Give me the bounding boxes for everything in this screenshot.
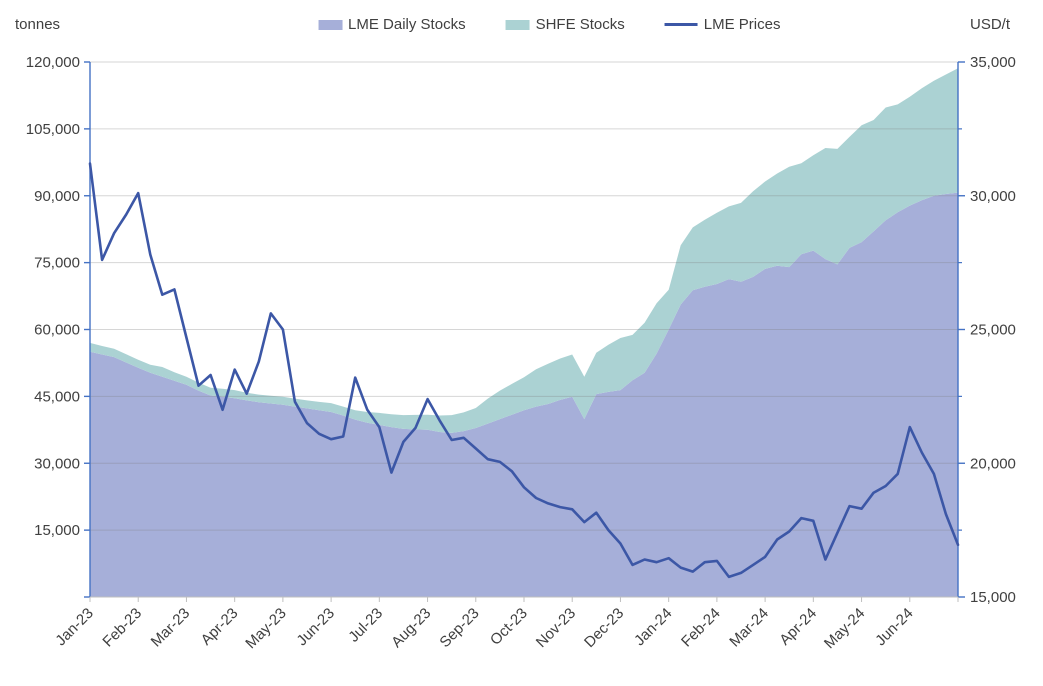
x-axis-tick-label: Aug-23: [388, 605, 434, 651]
x-axis-tick-label: Jan-24: [631, 605, 675, 649]
x-axis-tick-label: Jun-24: [872, 605, 916, 649]
left-axis-tick-label: 105,000: [26, 121, 80, 138]
x-axis-tick-label: Oct-23: [487, 605, 531, 649]
left-axis-tick-label: 90,000: [34, 188, 80, 205]
legend-item-shfe-stocks: SHFE Stocks: [505, 16, 625, 33]
legend-label-lme-prices: LME Prices: [703, 16, 781, 33]
right-axis-tick-label: 25,000: [970, 322, 1016, 339]
x-axis-tick-label: Sep-23: [436, 605, 482, 651]
x-axis-tick-label: Jul-23: [345, 605, 386, 646]
shfe-stocks-swatch-icon: [505, 19, 530, 30]
x-axis-tick-label: Dec-23: [581, 605, 627, 651]
x-axis-tick-label: Apr-23: [198, 605, 242, 649]
legend-item-lme-daily-stocks: LME Daily Stocks: [318, 16, 466, 33]
legend-label-shfe-stocks: SHFE Stocks: [535, 16, 625, 33]
left-axis-tick-label: 15,000: [34, 522, 80, 539]
right-axis-tick-label: 30,000: [970, 188, 1016, 205]
legend: LME Daily Stocks SHFE Stocks LME Prices: [318, 16, 780, 33]
lme-price-line: [88, 162, 960, 579]
left-axis-tick-label: 30,000: [34, 455, 80, 472]
x-axis-tick-label: Jan-23: [52, 605, 96, 649]
right-axis-tick-label: 20,000: [970, 455, 1016, 472]
left-axis-tick-label: 45,000: [34, 388, 80, 405]
lme-daily-stocks-swatch-icon: [318, 19, 343, 30]
x-axis-tick-label: Feb-24: [678, 605, 724, 651]
lme-prices-line-swatch-icon: [664, 23, 698, 26]
right-axis-tick-label: 35,000: [970, 54, 1016, 71]
legend-label-lme-daily-stocks: LME Daily Stocks: [348, 16, 466, 33]
x-axis-tick-label: May-24: [821, 605, 868, 652]
left-axis-tick-label: 60,000: [34, 322, 80, 339]
x-axis-tick-label: Nov-23: [533, 605, 579, 651]
x-axis-tick-label: Feb-23: [99, 605, 145, 651]
right-axis-tick-label: 15,000: [970, 589, 1016, 606]
x-axis-tick-label: Apr-24: [776, 605, 820, 649]
left-axis-tick-label: 75,000: [34, 255, 80, 272]
shfe-stocks-area: [90, 68, 958, 433]
legend-item-lme-prices: LME Prices: [664, 16, 781, 33]
right-axis-unit-label: USD/t: [969, 16, 1010, 33]
x-axis-tick-label: Mar-23: [148, 605, 194, 651]
x-axis-tick-label: Jun-23: [293, 605, 337, 649]
lme-stocks-area: [90, 192, 958, 597]
left-axis-tick-label: 120,000: [26, 54, 80, 71]
x-axis-tick-label: Mar-24: [726, 605, 772, 651]
left-axis-unit-label: tonnes: [15, 16, 61, 33]
x-axis-tick-label: May-23: [242, 605, 289, 652]
